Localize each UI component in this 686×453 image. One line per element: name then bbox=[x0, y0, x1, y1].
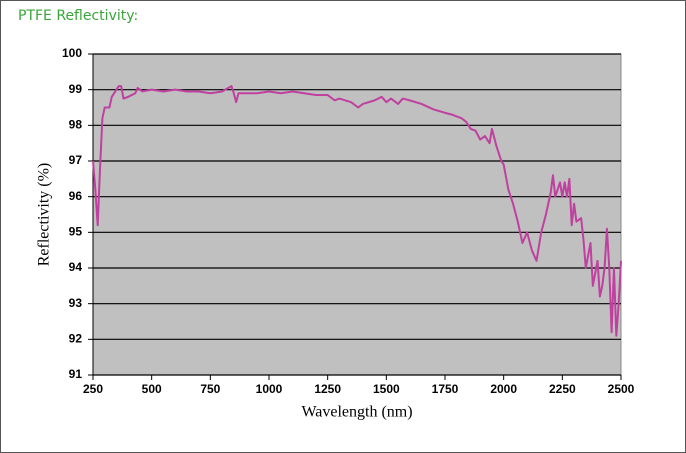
heading: PTFE Reflectivity: bbox=[18, 8, 139, 24]
y-tick-label: 91 bbox=[69, 367, 83, 381]
data-line bbox=[92, 85, 622, 337]
y-tick-label: 99 bbox=[69, 82, 83, 96]
x-tick-label: 750 bbox=[200, 382, 220, 396]
x-tick-label: 1750 bbox=[432, 382, 459, 396]
y-tick-label: 98 bbox=[69, 118, 83, 132]
y-tick-label: 97 bbox=[69, 153, 83, 167]
y-axis-label: Reflectivity (%) bbox=[36, 163, 53, 267]
y-tick-label: 100 bbox=[62, 46, 82, 60]
y-tick-label: 95 bbox=[69, 225, 83, 239]
x-tick-label: 2000 bbox=[490, 382, 517, 396]
y-tick-label: 94 bbox=[69, 260, 83, 274]
y-tick-label: 92 bbox=[69, 332, 83, 346]
x-tick-label: 500 bbox=[142, 382, 162, 396]
x-axis-label: Wavelength (nm) bbox=[301, 404, 412, 421]
x-tick-label: 250 bbox=[83, 382, 103, 396]
x-tick-label: 1000 bbox=[256, 382, 283, 396]
y-tick-label: 96 bbox=[69, 189, 83, 203]
x-tick-label: 1500 bbox=[373, 382, 400, 396]
x-tick-label: 2250 bbox=[549, 382, 576, 396]
y-tick-label: 93 bbox=[69, 296, 83, 310]
plot-area bbox=[92, 53, 622, 376]
x-tick-label: 2500 bbox=[608, 382, 635, 396]
x-tick-label: 1250 bbox=[314, 382, 341, 396]
